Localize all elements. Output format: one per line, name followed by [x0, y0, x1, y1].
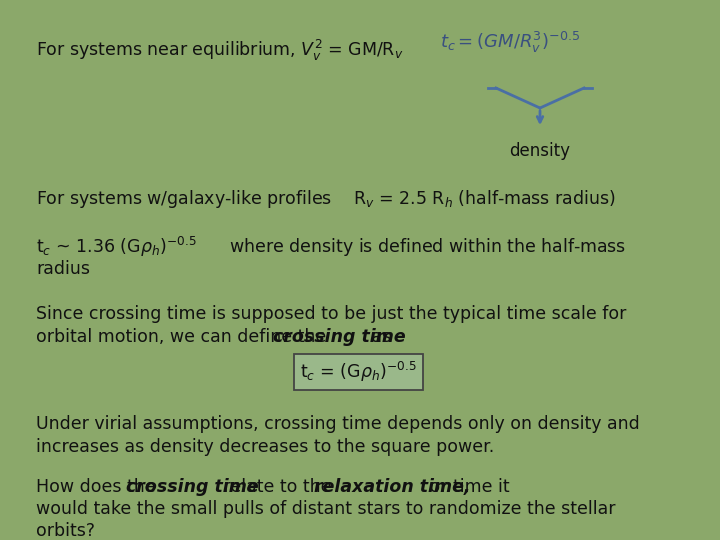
Text: Since crossing time is supposed to be just the typical time scale for: Since crossing time is supposed to be ju…: [36, 305, 626, 323]
Text: Under virial assumptions, crossing time depends only on density and: Under virial assumptions, crossing time …: [36, 415, 640, 433]
Text: For systems w/galaxy-like profiles    R$_v$ = 2.5 R$_h$ (half-mass radius): For systems w/galaxy-like profiles R$_v$…: [36, 188, 616, 210]
Text: density: density: [510, 142, 570, 160]
Text: relate to the: relate to the: [218, 478, 337, 496]
Text: increases as density decreases to the square power.: increases as density decreases to the sq…: [36, 438, 494, 456]
Text: How does the: How does the: [36, 478, 161, 496]
Text: crossing time: crossing time: [126, 478, 258, 496]
Text: radius: radius: [36, 260, 90, 278]
Text: t$_c$ ~ 1.36 (G$\rho_h)^{-0.5}$      where density is defined within the half-ma: t$_c$ ~ 1.36 (G$\rho_h)^{-0.5}$ where de…: [36, 235, 626, 259]
Text: t$_c$ = (G$\rho_h)^{-0.5}$: t$_c$ = (G$\rho_h)^{-0.5}$: [300, 360, 417, 384]
Text: For systems near equilibrium, $V_v^2$ = GM/R$_v$: For systems near equilibrium, $V_v^2$ = …: [36, 38, 403, 63]
Text: $t_c = (GM/R_v^3)^{-0.5}$: $t_c = (GM/R_v^3)^{-0.5}$: [440, 30, 580, 55]
Text: or time it: or time it: [424, 478, 510, 496]
Text: would take the small pulls of distant stars to randomize the stellar: would take the small pulls of distant st…: [36, 500, 616, 518]
Text: relaxation time,: relaxation time,: [314, 478, 470, 496]
Text: orbital motion, we can define the: orbital motion, we can define the: [36, 328, 332, 346]
Text: crossing time: crossing time: [273, 328, 405, 346]
Text: as: as: [366, 328, 391, 346]
Text: orbits?: orbits?: [36, 522, 95, 540]
